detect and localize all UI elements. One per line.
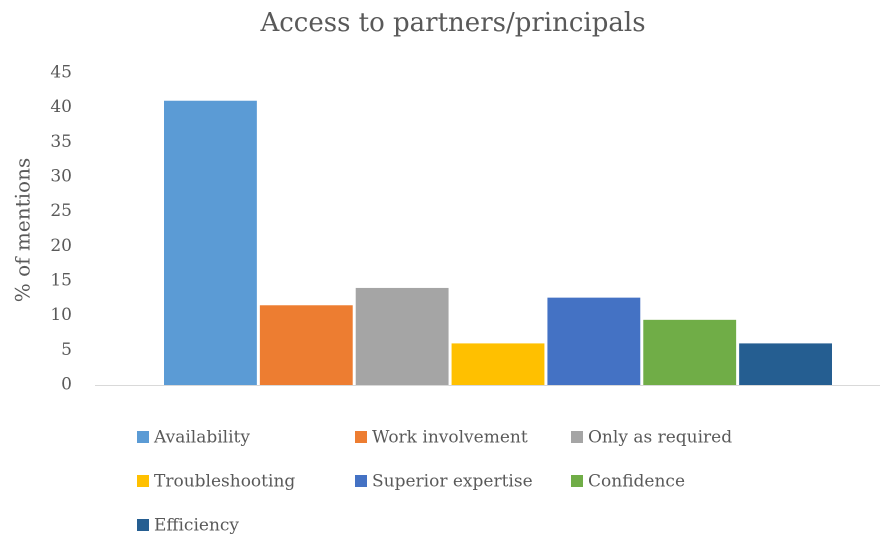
bar <box>643 319 737 385</box>
legend-label: Only as required <box>588 428 732 448</box>
bar <box>259 305 353 385</box>
y-tick-label: 45 <box>50 63 72 83</box>
legend-label: Work involvement <box>372 428 528 448</box>
legend-swatch <box>571 475 583 487</box>
chart-title: Access to partners/principals <box>259 8 645 38</box>
y-tick-label: 35 <box>50 132 72 152</box>
y-tick-label: 20 <box>50 236 72 256</box>
legend-label: Availability <box>153 428 250 448</box>
legend-swatch <box>137 475 149 487</box>
legend-label: Superior expertise <box>372 472 533 492</box>
legend-swatch <box>137 431 149 443</box>
legend-label: Confidence <box>588 472 685 492</box>
bar <box>164 100 257 385</box>
legend-swatch <box>355 475 367 487</box>
bar <box>451 343 545 385</box>
y-axis-label: % of mentions <box>11 158 35 302</box>
y-tick-label: 5 <box>61 340 72 360</box>
legend-label: Troubleshooting <box>154 472 295 492</box>
y-tick-label: 40 <box>50 97 72 117</box>
y-tick-label: 10 <box>50 305 72 325</box>
y-tick-label: 15 <box>50 271 72 291</box>
y-tick-label: 30 <box>50 167 72 187</box>
legend-swatch <box>355 431 367 443</box>
bar <box>547 297 641 385</box>
legend-swatch <box>137 519 149 531</box>
y-tick-label: 25 <box>50 201 72 221</box>
y-tick-label: 0 <box>61 375 72 395</box>
legend-swatch <box>571 431 583 443</box>
bar <box>355 287 449 385</box>
bar <box>739 343 832 385</box>
legend-label: Efficiency <box>154 516 239 536</box>
